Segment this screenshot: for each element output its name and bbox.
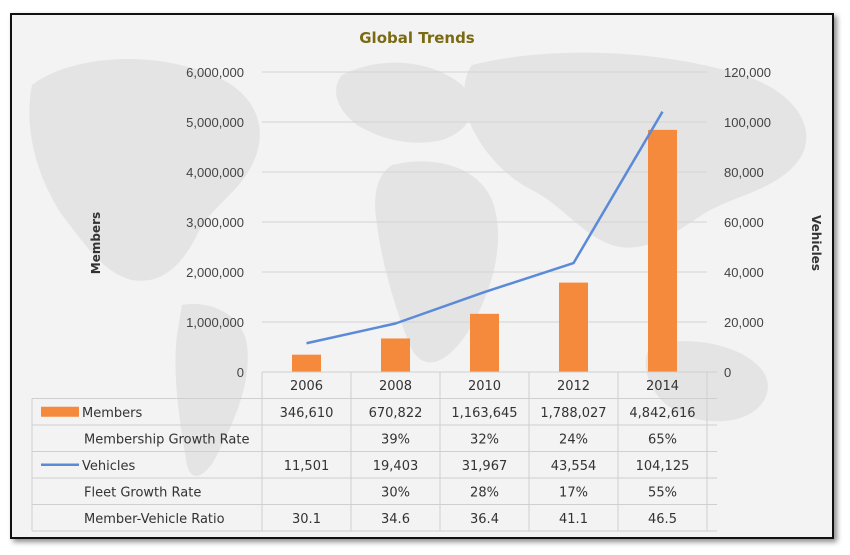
- table-row-label: Members: [82, 406, 142, 421]
- table-row-label: Member-Vehicle Ratio: [84, 512, 225, 527]
- members-bar: [381, 338, 410, 372]
- right-tick-label: 20,000: [724, 315, 764, 330]
- table-row-label: Fleet Growth Rate: [84, 485, 201, 500]
- table-cell: 36.4: [470, 512, 499, 527]
- category-label: 2008: [379, 379, 412, 394]
- table-cell: 32%: [470, 432, 499, 447]
- left-tick-label: 4,000,000: [186, 165, 244, 180]
- data-table: 2006 2008 2010 2012 2014 Members 346,610 670,82…: [31, 371, 717, 532]
- right-tick-label: 80,000: [724, 165, 764, 180]
- table-cell: 19,403: [373, 459, 419, 474]
- right-tick-label: 100,000: [724, 115, 771, 130]
- table-row-label: Vehicles: [82, 459, 135, 474]
- right-tick-label: 120,000: [724, 65, 771, 80]
- table-cell: 1,163,645: [451, 406, 517, 421]
- table-cell: 4,842,616: [629, 406, 695, 421]
- right-axis-label: Vehicles: [809, 215, 823, 271]
- table-cell: 55%: [648, 485, 677, 500]
- chart-frame: Global Trends Members Vehicles 0 1,000,00…: [10, 13, 834, 539]
- legend-bar-swatch: [41, 406, 79, 417]
- left-tick-label: 6,000,000: [186, 65, 244, 80]
- left-tick-label: 1,000,000: [186, 315, 244, 330]
- members-bars: [292, 129, 677, 372]
- global-trends-chart: Global Trends Members Vehicles 0 1,000,00…: [31, 29, 823, 532]
- category-label: 2010: [468, 379, 501, 394]
- table-cell: 43,554: [551, 459, 597, 474]
- table-cell: 34.6: [381, 512, 410, 527]
- left-tick-label: 5,000,000: [186, 115, 244, 130]
- members-bar: [292, 354, 321, 372]
- chart-title: Global Trends: [359, 29, 475, 47]
- table-cell: 65%: [648, 432, 677, 447]
- category-label: 2006: [290, 379, 323, 394]
- members-bar: [648, 129, 677, 372]
- vehicles-series-line: [306, 111, 664, 345]
- right-tick-label: 40,000: [724, 265, 764, 280]
- table-cell: 24%: [559, 432, 588, 447]
- members-bar: [470, 313, 499, 372]
- vehicles-line: [306, 111, 664, 345]
- left-tick-label: 0: [237, 365, 244, 380]
- table-cell: 1,788,027: [540, 406, 606, 421]
- table-cell: 104,125: [636, 459, 690, 474]
- left-axis-ticks: 0 1,000,000 2,000,000 3,000,000 4,000,000 5,0…: [186, 65, 244, 380]
- table-cell: 11,501: [284, 459, 330, 474]
- table-row-label: Membership Growth Rate: [84, 432, 249, 447]
- left-tick-label: 2,000,000: [186, 265, 244, 280]
- gridlines: [262, 71, 707, 323]
- category-label: 2012: [557, 379, 590, 394]
- table-cell: 346,610: [280, 406, 334, 421]
- table-cell: 30%: [381, 485, 410, 500]
- table-cell: 31,967: [462, 459, 508, 474]
- right-tick-label: 0: [724, 365, 731, 380]
- table-cell: 28%: [470, 485, 499, 500]
- table-cell: 670,822: [369, 406, 423, 421]
- table-cell: 17%: [559, 485, 588, 500]
- table-cell: 30.1: [292, 512, 321, 527]
- left-axis-label: Members: [89, 212, 103, 274]
- right-axis-ticks: 0 20,000 40,000 60,000 80,000 100,000 120,000: [724, 65, 771, 380]
- world-map-background: [29, 52, 807, 476]
- members-bar: [559, 282, 588, 372]
- right-tick-label: 60,000: [724, 215, 764, 230]
- table-cell: 46.5: [648, 512, 677, 527]
- left-tick-label: 3,000,000: [186, 215, 244, 230]
- category-label: 2014: [646, 379, 679, 394]
- table-cell: 41.1: [559, 512, 588, 527]
- table-cell: 39%: [381, 432, 410, 447]
